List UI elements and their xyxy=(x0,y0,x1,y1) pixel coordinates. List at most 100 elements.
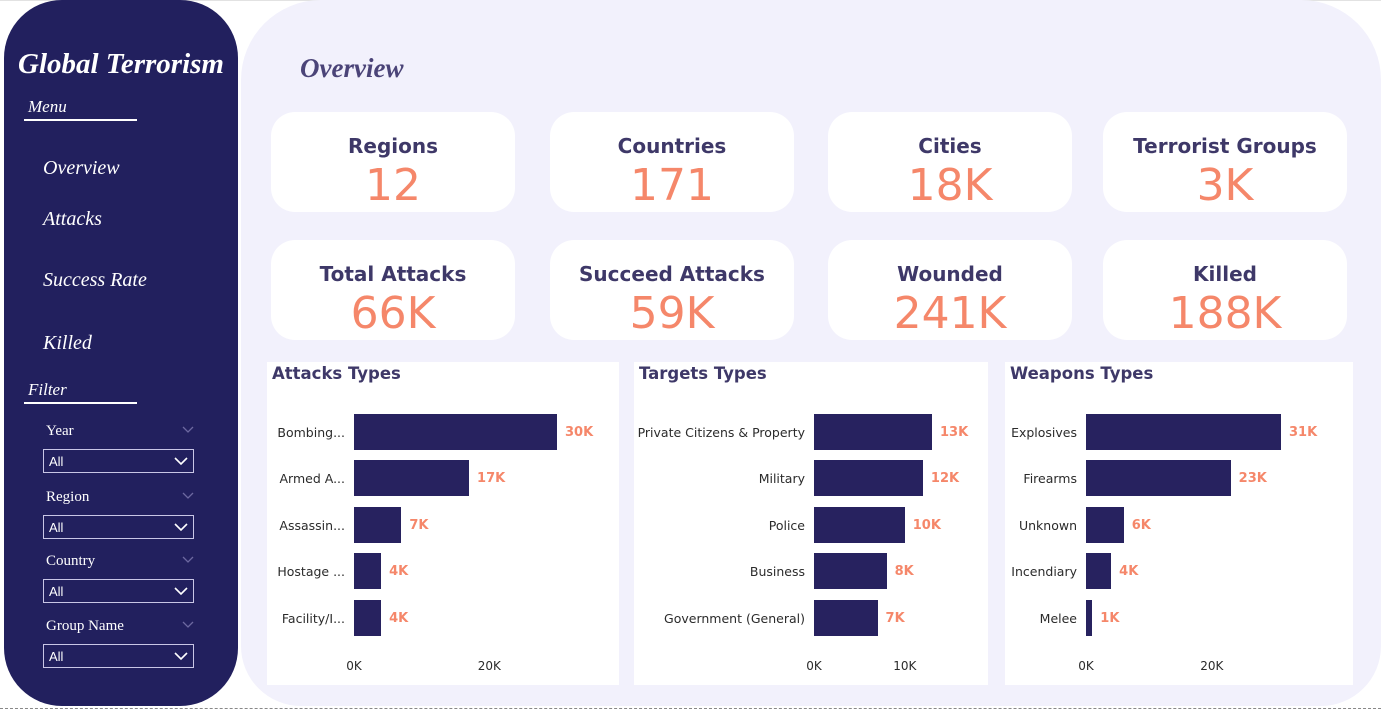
bar[interactable] xyxy=(354,600,382,636)
bar[interactable] xyxy=(354,553,382,589)
kpi-card-killed: Killed 188K xyxy=(1103,240,1347,340)
menu-heading: Menu xyxy=(28,97,67,116)
year-dropdown[interactable]: All xyxy=(43,449,194,473)
country-dropdown-value: All xyxy=(49,584,64,599)
chevron-down-icon xyxy=(174,523,188,532)
bar[interactable] xyxy=(1086,460,1231,496)
app-title: Global Terrorism xyxy=(18,48,224,80)
chevron-down-icon xyxy=(174,652,188,661)
category-label: Armed A... xyxy=(279,471,346,486)
x-tick-label: 10K xyxy=(893,659,917,673)
category-label: Private Citizens & Property xyxy=(637,425,805,440)
kpi-card-total-attacks: Total Attacks 66K xyxy=(271,240,515,340)
nav-attacks[interactable]: Attacks xyxy=(43,208,102,230)
region-dropdown[interactable]: All xyxy=(43,515,194,539)
chevron-down-icon xyxy=(174,457,188,466)
kpi-card-wounded: Wounded 241K xyxy=(828,240,1072,340)
country-collapse-chevron-icon[interactable] xyxy=(182,556,194,564)
kpi-card-countries: Countries 171 xyxy=(550,112,794,212)
bar[interactable] xyxy=(814,414,932,450)
bar[interactable] xyxy=(814,507,905,543)
category-label: Business xyxy=(749,564,805,579)
data-label: 12K xyxy=(930,471,960,486)
bar[interactable] xyxy=(1086,507,1124,543)
bar[interactable] xyxy=(354,507,402,543)
kpi-label: Total Attacks xyxy=(319,262,467,286)
nav-success-rate[interactable]: Success Rate xyxy=(43,269,147,291)
x-tick-label: 20K xyxy=(477,659,501,673)
group-name-dropdown[interactable]: All xyxy=(43,644,194,668)
kpi-value: 66K xyxy=(350,288,436,339)
bar[interactable] xyxy=(1086,600,1093,636)
nav-overview[interactable]: Overview xyxy=(43,157,120,179)
bar[interactable] xyxy=(814,553,887,589)
category-label: Government (General) xyxy=(664,611,805,626)
region-collapse-chevron-icon[interactable] xyxy=(182,492,194,500)
attacks-types-chart: Attacks Types Bombing... 30K Armed A... 17K… xyxy=(267,362,619,685)
data-label: 7K xyxy=(409,518,429,533)
kpi-label: Cities xyxy=(918,134,982,158)
data-label: 7K xyxy=(885,611,905,626)
year-collapse-chevron-icon[interactable] xyxy=(182,426,194,434)
category-label: Explosives xyxy=(1011,425,1077,440)
bar[interactable] xyxy=(354,460,470,496)
country-filter-label: Country xyxy=(46,553,96,569)
bar[interactable] xyxy=(814,600,878,636)
data-label: 10K xyxy=(912,518,941,533)
chart-title: Attacks Types xyxy=(272,364,401,383)
category-label: Melee xyxy=(1039,611,1077,626)
kpi-label: Terrorist Groups xyxy=(1133,134,1317,158)
weapons-types-chart: Weapons Types Explosives 31K Firearms 23K Un… xyxy=(1005,362,1353,685)
region-dropdown-value: All xyxy=(49,520,64,535)
filter-heading: Filter xyxy=(28,380,67,399)
bar[interactable] xyxy=(1086,553,1112,589)
menu-divider xyxy=(24,119,137,121)
category-label: Unknown xyxy=(1018,518,1077,533)
kpi-label: Succeed Attacks xyxy=(579,262,765,286)
group-name-dropdown-value: All xyxy=(49,649,64,664)
category-label: Bombing... xyxy=(277,425,345,440)
data-label: 17K xyxy=(477,471,506,486)
kpi-value: 18K xyxy=(907,160,993,211)
data-label: 30K xyxy=(565,425,594,440)
data-label: 4K xyxy=(389,564,409,579)
category-label: Incendiary xyxy=(1011,564,1077,579)
data-label: 1K xyxy=(1100,611,1120,626)
kpi-card-succeed-attacks: Succeed Attacks 59K xyxy=(550,240,794,340)
kpi-value: 3K xyxy=(1196,160,1254,211)
kpi-label: Regions xyxy=(347,134,439,158)
bar[interactable] xyxy=(354,414,557,450)
kpi-value: 59K xyxy=(629,288,715,339)
country-dropdown[interactable]: All xyxy=(43,579,194,603)
category-label: Firearms xyxy=(1023,471,1077,486)
data-label: 31K xyxy=(1289,425,1318,440)
kpi-card-regions: Regions 12 xyxy=(271,112,515,212)
x-tick-label: 0K xyxy=(346,659,362,673)
group-name-collapse-chevron-icon[interactable] xyxy=(182,621,194,629)
kpi-value: 12 xyxy=(365,160,421,211)
region-filter-label: Region xyxy=(46,489,90,505)
category-label: Hostage ... xyxy=(277,564,345,579)
chevron-down-icon xyxy=(174,587,188,596)
kpi-value: 171 xyxy=(630,160,714,211)
category-label: Assassin... xyxy=(279,518,345,533)
data-label: 6K xyxy=(1131,518,1151,533)
kpi-label: Wounded xyxy=(897,262,1003,286)
data-label: 4K xyxy=(389,611,409,626)
kpi-card-cities: Cities 18K xyxy=(828,112,1072,212)
category-label: Police xyxy=(768,518,805,533)
kpi-value: 241K xyxy=(893,288,1007,339)
targets-types-chart: Targets Types Private Citizens & Propert… xyxy=(634,362,988,685)
kpi-label: Killed xyxy=(1193,262,1257,286)
nav-killed[interactable]: Killed xyxy=(43,332,92,354)
year-filter-label: Year xyxy=(46,423,74,439)
data-label: 4K xyxy=(1119,564,1139,579)
bar[interactable] xyxy=(1086,414,1281,450)
data-label: 13K xyxy=(940,425,969,440)
x-tick-label: 20K xyxy=(1200,659,1224,673)
bar[interactable] xyxy=(814,460,923,496)
kpi-value: 188K xyxy=(1168,288,1282,339)
filter-divider xyxy=(24,402,137,404)
kpi-card-terrorist-groups: Terrorist Groups 3K xyxy=(1103,112,1347,212)
chart-title: Targets Types xyxy=(639,364,767,383)
